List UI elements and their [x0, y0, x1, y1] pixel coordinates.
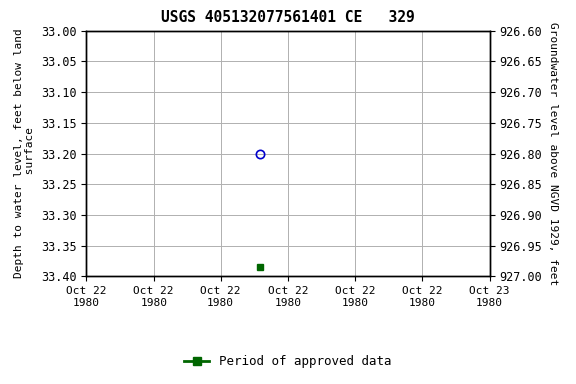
Title: USGS 405132077561401 CE   329: USGS 405132077561401 CE 329: [161, 10, 415, 25]
Legend: Period of approved data: Period of approved data: [179, 351, 397, 374]
Y-axis label: Groundwater level above NGVD 1929, feet: Groundwater level above NGVD 1929, feet: [548, 22, 558, 285]
Y-axis label: Depth to water level, feet below land
 surface: Depth to water level, feet below land su…: [14, 29, 36, 278]
